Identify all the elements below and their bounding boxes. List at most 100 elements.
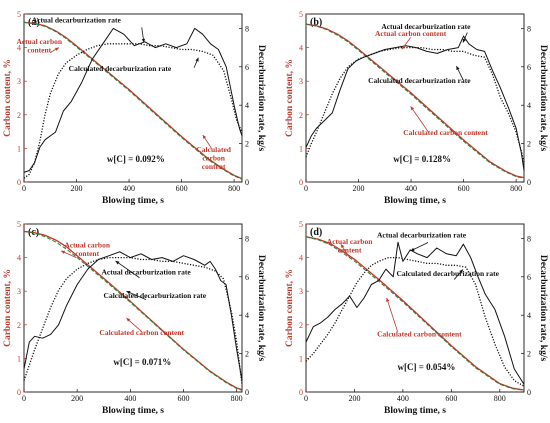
y-left-tick-label: 1	[299, 354, 303, 363]
series-line-actual-decarburization-rate	[305, 241, 525, 385]
x-tick-label: 600	[458, 184, 470, 193]
label-actual-decarburization-rate: Actual decarburization rate	[102, 267, 192, 276]
x-axis-title: Blowing time, s	[102, 406, 164, 416]
x-tick-label: 0	[22, 184, 26, 193]
label-calculated-carbon-content: Calculated carbon content	[377, 330, 462, 339]
y-left-tick-label: 2	[17, 111, 21, 120]
series-line-calculated-decarburization-rate	[23, 256, 243, 385]
label-actual-carbon-content-line: content	[338, 246, 362, 255]
annotation-arrow-head	[340, 244, 345, 249]
label-actual-decarburization-rate-line: Actual decarburization rate	[32, 15, 122, 24]
y-right-tick-label: 6	[245, 273, 249, 282]
y-right-tick-label: 8	[245, 24, 249, 33]
label-calculated-carbon-content-line: content	[202, 162, 226, 171]
label-actual-carbon-content: Actual carbon content	[327, 237, 373, 255]
annotation-arrow-head	[195, 57, 199, 62]
annotation-arrow-head	[126, 291, 131, 295]
y-left-tick-label: 5	[17, 10, 21, 19]
y-left-tick-label: 4	[299, 44, 303, 53]
y-right-tick-label: 8	[527, 24, 531, 33]
series-line-calculated-decarburization-rate	[305, 46, 525, 163]
label-calculated-decarburization-rate: Calculated decarburization rate	[104, 291, 207, 300]
label-actual-decarburization-rate-line: Actual decarburization rate	[377, 230, 467, 239]
label-calculated-decarburization-rate-line: Calculated decarburization rate	[396, 269, 499, 278]
label-calculated-decarburization-rate: Calculated decarburization rate	[368, 76, 471, 85]
annotation-arrow-head	[410, 106, 415, 111]
x-tick-label: 0	[304, 394, 308, 403]
x-tick-label: 0	[304, 184, 308, 193]
series-line-calculated-carbon-content	[305, 23, 525, 179]
label-actual-carbon-content-line: content	[27, 46, 51, 55]
series-line-actual-decarburization-rate	[305, 35, 525, 171]
y-left-axis-title: Carbon content, %	[3, 269, 13, 347]
annotation-arrow	[386, 297, 398, 332]
plot-frame	[23, 223, 243, 393]
label-actual-carbon-content: Actual carbon content	[64, 241, 110, 259]
y-left-tick-label: 0	[299, 178, 303, 187]
y-right-tick-label: 2	[245, 350, 249, 359]
y-right-axis-title: Decarburization rate, kg/s	[538, 255, 548, 362]
label-calculated-decarburization-rate-line: Calculated decarburization rate	[69, 64, 172, 73]
label-calculated-carbon-content: Calculated carbon content	[99, 328, 184, 337]
x-tick-label: 400	[397, 394, 409, 403]
y-right-axis-title: Decarburization rate, kg/s	[256, 255, 266, 362]
label-actual-carbon-content-line: Actual carbon content	[375, 29, 447, 38]
plot-frame	[305, 223, 525, 393]
y-right-axis-title: Decarburization rate, kg/s	[256, 45, 266, 152]
x-tick-label: 600	[445, 394, 457, 403]
carbon-endpoint-annotation: w[C] = 0.092%	[107, 154, 165, 164]
y-left-tick-label: 3	[299, 287, 303, 296]
annotation-arrow-head	[115, 260, 120, 265]
y-left-tick-label: 4	[299, 254, 303, 263]
series-line-calculated-carbon-content	[23, 230, 243, 391]
y-left-axis-title: Carbon content, %	[3, 59, 13, 137]
y-left-tick-label: 2	[17, 321, 21, 330]
series-line-calculated-carbon-content	[305, 236, 525, 391]
y-left-tick-label: 1	[17, 354, 21, 363]
label-actual-decarburization-rate: Actual decarburization rate	[32, 15, 122, 24]
label-actual-decarburization-rate-line: Actual decarburization rate	[381, 22, 471, 31]
x-tick-label: 600	[178, 394, 190, 403]
x-tick-label: 400	[405, 184, 417, 193]
y-left-tick-label: 3	[299, 77, 303, 86]
carbon-endpoint-annotation: w[C] = 0.071%	[113, 357, 171, 367]
y-left-tick-label: 4	[17, 254, 21, 263]
y-right-axis-title: Decarburization rate, kg/s	[538, 45, 548, 152]
y-right-tick-label: 2	[245, 140, 249, 149]
label-actual-carbon-content: Actual carbon content	[16, 37, 62, 55]
y-left-axis-title: Carbon content, %	[285, 269, 295, 347]
x-tick-label: 400	[124, 394, 136, 403]
annotation-arrow-head	[126, 318, 131, 322]
x-tick-label: 800	[231, 394, 243, 403]
annotation-arrow-head	[459, 269, 463, 274]
series-line-actual-decarburization-rate	[23, 27, 243, 173]
label-actual-carbon-content: Actual carbon content	[375, 29, 447, 38]
y-left-axis-title: Carbon content, %	[285, 59, 295, 137]
annotation-arrow	[410, 106, 429, 132]
x-tick-label: 800	[494, 394, 506, 403]
y-left-tick-label: 5	[17, 220, 21, 229]
label-calculated-carbon-content: Calculated carbon content	[403, 128, 488, 137]
annotation-arrow-head	[386, 297, 390, 302]
annotation-arrow	[115, 260, 140, 279]
x-tick-label: 200	[348, 394, 360, 403]
y-right-tick-label: 4	[245, 101, 249, 110]
label-calculated-carbon-content-line: Calculated carbon content	[403, 128, 488, 137]
carbon-endpoint-annotation: w[C] = 0.128%	[393, 154, 451, 164]
y-left-tick-label: 1	[299, 144, 303, 153]
label-calculated-carbon-content-line: Calculated	[196, 145, 231, 154]
panel-d: 0 200 400 600 800 0 1 2 3 4 5 0 2 4 6 8 Blowing time, s C…	[285, 220, 548, 416]
series-line-actual-carbon-content	[23, 230, 243, 391]
label-calculated-decarburization-rate-line: Calculated decarburization rate	[104, 291, 207, 300]
y-right-tick-label: 4	[245, 311, 249, 320]
annotation-arrow-head	[456, 66, 460, 71]
y-right-tick-label: 4	[527, 101, 531, 110]
x-tick-label: 200	[71, 394, 83, 403]
y-right-tick-label: 4	[527, 311, 531, 320]
x-axis-title: Blowing time, s	[102, 196, 164, 206]
y-left-tick-label: 5	[299, 10, 303, 19]
plot-frame	[305, 13, 525, 183]
